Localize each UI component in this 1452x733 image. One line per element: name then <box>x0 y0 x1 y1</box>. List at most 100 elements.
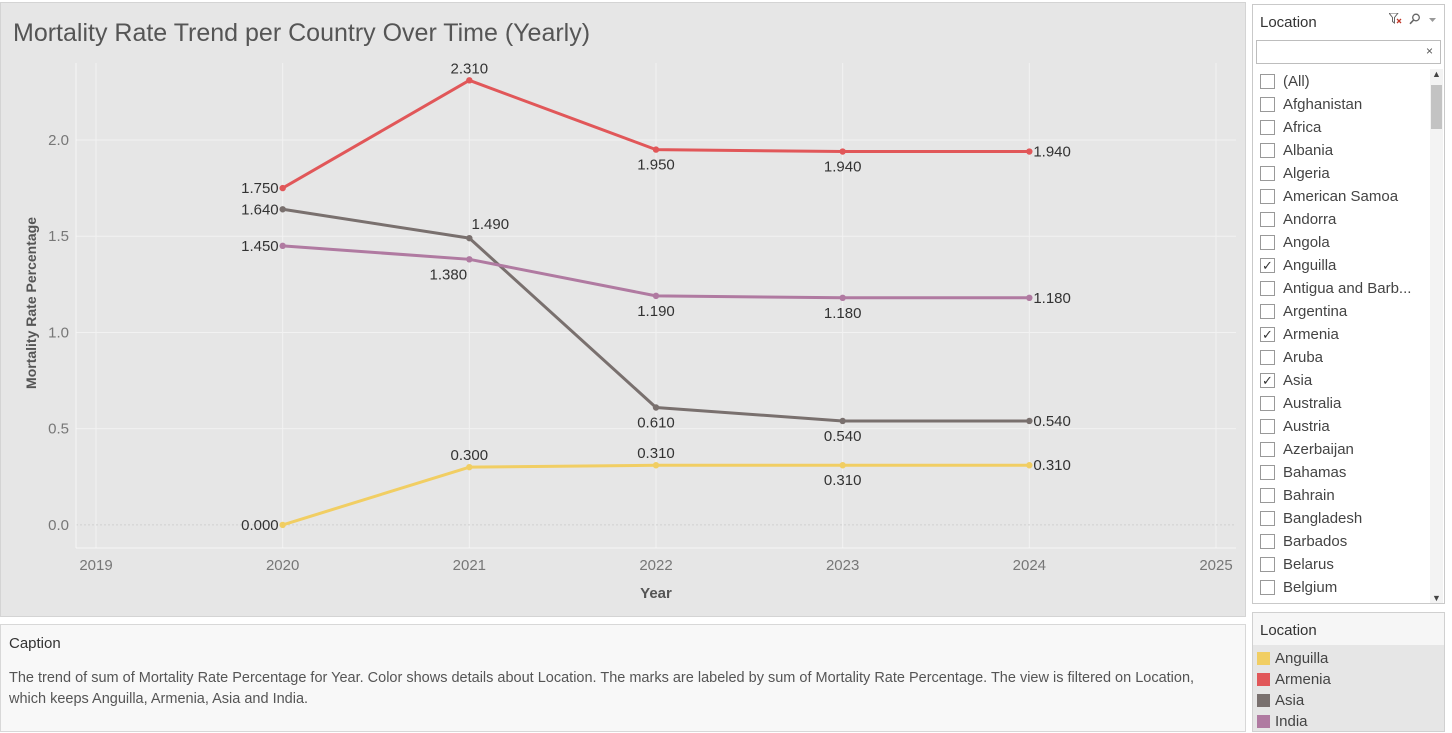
color-legend: Location Anguilla Armenia Asia India <box>1252 612 1445 732</box>
filter-item[interactable]: ✓ Armenia <box>1259 325 1429 348</box>
search-icon[interactable] <box>1409 13 1421 28</box>
checkbox[interactable] <box>1260 212 1275 227</box>
filter-title: Location <box>1260 14 1317 31</box>
checkbox[interactable]: ✓ <box>1260 373 1275 388</box>
checkbox[interactable] <box>1260 350 1275 365</box>
menu-dropdown-icon[interactable] <box>1428 13 1437 28</box>
clear-search-icon[interactable]: × <box>1426 44 1434 58</box>
data-label: 1.640 <box>241 201 279 218</box>
filter-item[interactable]: ✓ Anguilla <box>1259 256 1429 279</box>
filter-item[interactable]: Argentina <box>1259 302 1429 325</box>
checkbox[interactable] <box>1260 120 1275 135</box>
filter-item-label: Bahamas <box>1283 464 1347 481</box>
filter-item[interactable]: Algeria <box>1259 164 1429 187</box>
filter-item[interactable]: ✓ Asia <box>1259 371 1429 394</box>
checkbox[interactable] <box>1260 235 1275 250</box>
checkbox[interactable] <box>1260 74 1275 89</box>
filter-item[interactable]: Afghanistan <box>1259 95 1429 118</box>
data-label: 0.610 <box>637 415 675 432</box>
filter-item[interactable]: American Samoa <box>1259 187 1429 210</box>
filter-item-label: Asia <box>1283 372 1313 389</box>
x-tick-label: 2022 <box>639 557 672 574</box>
checkbox[interactable] <box>1260 511 1275 526</box>
legend-label: Armenia <box>1275 671 1331 688</box>
checkbox[interactable] <box>1260 304 1275 319</box>
filter-item-label: Albania <box>1283 142 1334 159</box>
checkbox[interactable] <box>1260 442 1275 457</box>
data-label: 1.940 <box>1033 144 1071 161</box>
checkbox[interactable] <box>1260 419 1275 434</box>
filter-item-label: Argentina <box>1283 303 1348 320</box>
legend-header: Location <box>1253 613 1444 645</box>
checkbox[interactable] <box>1260 189 1275 204</box>
scrollbar[interactable]: ▲ ▼ <box>1430 69 1443 603</box>
checkbox[interactable]: ✓ <box>1260 258 1275 273</box>
filter-item-label: Antigua and Barb... <box>1283 280 1412 297</box>
filter-item[interactable]: Africa <box>1259 118 1429 141</box>
filter-item-label: Anguilla <box>1283 257 1337 274</box>
filter-list: (All) Afghanistan Africa Albania Algeria Amer… <box>1253 69 1429 603</box>
legend-item[interactable]: Armenia <box>1256 670 1441 691</box>
filter-item-label: Bangladesh <box>1283 510 1363 527</box>
filter-item-label: Barbados <box>1283 533 1348 550</box>
checkbox[interactable] <box>1260 580 1275 595</box>
filter-item[interactable]: Andorra <box>1259 210 1429 233</box>
data-point <box>466 234 473 242</box>
data-label: 0.000 <box>241 517 279 534</box>
data-point <box>1026 148 1033 155</box>
checkbox[interactable] <box>1260 465 1275 480</box>
y-tick-label: 1.5 <box>48 228 69 245</box>
legend-item[interactable]: Anguilla <box>1256 649 1441 670</box>
filter-item[interactable]: Bangladesh <box>1259 509 1429 532</box>
filter-item-label: American Samoa <box>1283 188 1399 205</box>
filter-item[interactable]: Bahamas <box>1259 463 1429 486</box>
x-tick-label: 2021 <box>453 557 486 574</box>
filter-item-label: Algeria <box>1283 165 1330 182</box>
filter-item[interactable]: Antigua and Barb... <box>1259 279 1429 302</box>
scroll-down-icon[interactable]: ▼ <box>1432 593 1441 603</box>
checkbox[interactable] <box>1260 166 1275 181</box>
filter-item[interactable]: Albania <box>1259 141 1429 164</box>
checkbox[interactable]: ✓ <box>1260 327 1275 342</box>
filter-item-label: Aruba <box>1283 349 1324 366</box>
filter-item[interactable]: Azerbaijan <box>1259 440 1429 463</box>
data-label: 1.490 <box>472 216 510 233</box>
checkbox[interactable] <box>1260 281 1275 296</box>
checkbox[interactable] <box>1260 534 1275 549</box>
clear-filter-icon[interactable] <box>1387 12 1402 28</box>
legend-swatch <box>1257 652 1270 665</box>
filter-item[interactable]: Belgium <box>1259 578 1429 601</box>
data-label: 0.540 <box>824 428 862 445</box>
legend-label: Asia <box>1275 692 1305 709</box>
data-point <box>279 184 286 192</box>
scroll-thumb[interactable] <box>1431 85 1442 129</box>
x-tick-label: 2024 <box>1013 557 1046 574</box>
data-label: 1.180 <box>1033 290 1071 307</box>
filter-item[interactable]: Angola <box>1259 233 1429 256</box>
filter-item[interactable]: (All) <box>1259 72 1429 95</box>
filter-item[interactable]: Barbados <box>1259 532 1429 555</box>
checkbox[interactable] <box>1260 396 1275 411</box>
filter-search-input[interactable] <box>1256 40 1441 64</box>
scroll-up-icon[interactable]: ▲ <box>1432 69 1441 79</box>
checkbox[interactable] <box>1260 488 1275 503</box>
legend-item[interactable]: India <box>1256 712 1441 733</box>
filter-item[interactable]: Aruba <box>1259 348 1429 371</box>
filter-item-label: Australia <box>1283 395 1342 412</box>
caption-title: Caption <box>9 635 61 652</box>
filter-item[interactable]: Austria <box>1259 417 1429 440</box>
data-label: 1.180 <box>824 305 862 322</box>
filter-item[interactable]: Belarus <box>1259 555 1429 578</box>
checkbox[interactable] <box>1260 143 1275 158</box>
data-point <box>466 256 473 263</box>
legend-item[interactable]: Asia <box>1256 691 1441 712</box>
filter-item[interactable]: Australia <box>1259 394 1429 417</box>
data-point <box>466 463 473 471</box>
filter-item[interactable]: Bahrain <box>1259 486 1429 509</box>
checkbox[interactable] <box>1260 97 1275 112</box>
chart-title: Mortality Rate Trend per Country Over Ti… <box>13 19 591 47</box>
checkbox[interactable] <box>1260 557 1275 572</box>
data-point <box>466 77 473 84</box>
y-tick-label: 0.5 <box>48 421 69 438</box>
legend-title: Location <box>1260 622 1317 639</box>
